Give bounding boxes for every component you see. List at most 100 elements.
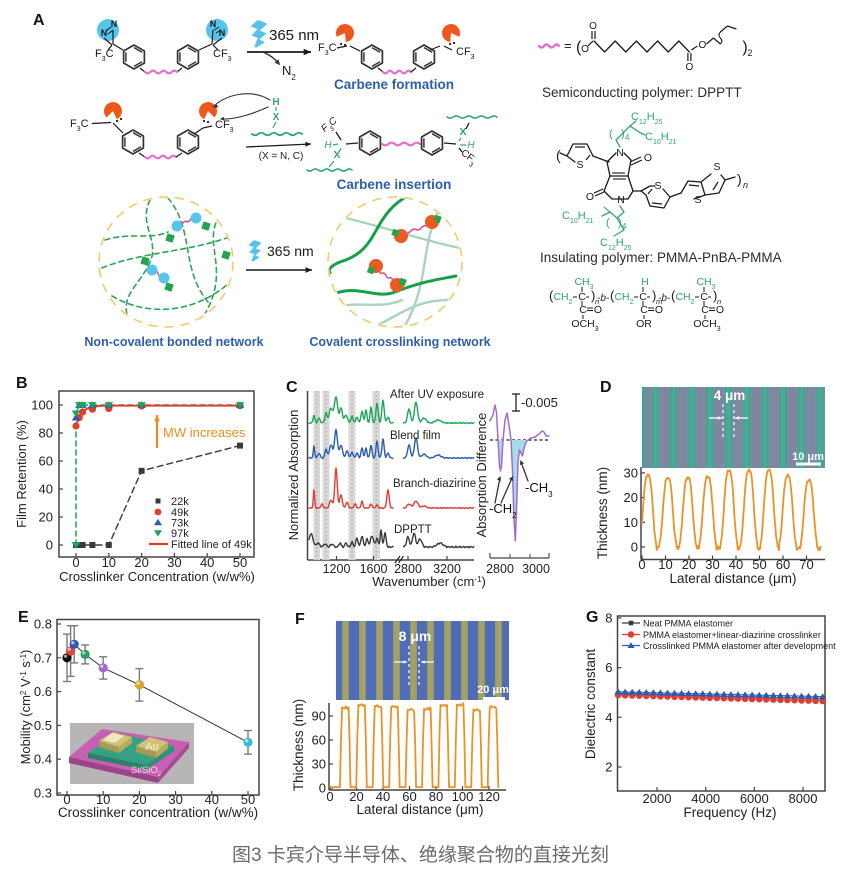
svg-text:Non-covalent bonded network: Non-covalent bonded network [84,335,263,349]
svg-text:C: C [701,304,709,316]
svg-text:10 μm: 10 μm [792,451,824,463]
svg-text:Lateral distance (μm): Lateral distance (μm) [356,802,483,817]
svg-text:30: 30 [624,465,638,480]
svg-text:CH2: CH2 [614,291,633,306]
svg-text:50: 50 [241,792,255,807]
svg-text:OCH3: OCH3 [693,318,720,333]
svg-text:Insulating polymer: PMMA-PnBA-: Insulating polymer: PMMA-PnBA-PMMA [540,250,782,265]
svg-text:O: O [655,304,663,316]
svg-text:N: N [219,28,226,38]
svg-text:PMMA elastomer+linear-diazirin: PMMA elastomer+linear-diazirine crosslin… [643,630,821,640]
svg-text:OR: OR [636,318,652,330]
svg-text:100: 100 [31,398,53,413]
svg-text:30: 30 [312,757,326,772]
svg-text:C12H25: C12H25 [631,111,663,126]
svg-text:Covalent crosslinking network: Covalent crosslinking network [309,335,490,349]
svg-text:Absorption Difference: Absorption Difference [474,413,489,538]
svg-text:O: O [699,40,707,51]
svg-text:8000: 8000 [789,791,818,806]
svg-text:Dielectric constant: Dielectric constant [583,649,598,760]
svg-text:E: E [18,609,29,626]
svg-text:图3 卡宾介导半导体、绝缘聚合物的直接光刻: 图3 卡宾介导半导体、绝缘聚合物的直接光刻 [232,844,609,866]
svg-text:0: 0 [63,792,70,807]
svg-text:70: 70 [799,557,813,572]
svg-text:C: C [640,304,648,316]
svg-text:10: 10 [102,555,116,570]
svg-text:X: X [273,112,280,123]
svg-text:C10H21: C10H21 [645,131,677,146]
svg-text:(: ( [556,147,561,163]
svg-text:49k: 49k [171,507,189,519]
svg-text:H: H [641,276,649,288]
svg-text:C: C [579,304,587,316]
svg-text:(: ( [671,288,676,303]
svg-text:Frequency (Hz): Frequency (Hz) [683,805,776,820]
svg-text:Wavenumber (cm-1): Wavenumber (cm-1) [372,574,486,589]
svg-text:O: O [586,191,594,203]
svg-text:0: 0 [326,789,333,804]
svg-text:O: O [686,62,694,73]
svg-text:20: 20 [134,555,148,570]
svg-text:0: 0 [319,781,326,796]
svg-text:60: 60 [776,557,790,572]
svg-text:N: N [101,28,108,38]
svg-text:0: 0 [46,538,53,553]
svg-text:30: 30 [168,792,182,807]
svg-text:n: n [743,180,748,190]
svg-text:3200: 3200 [433,562,461,576]
svg-text:): ) [591,288,595,303]
svg-text:(: ( [606,217,610,229]
svg-text:Blend film: Blend film [390,430,441,442]
svg-text:20: 20 [682,557,696,572]
svg-text:20 μm: 20 μm [477,684,509,696]
svg-text:Neat PMMA elastomer: Neat PMMA elastomer [643,619,733,629]
svg-text:F3C: F3C [70,118,89,133]
svg-text:N: N [616,147,624,159]
svg-text:6: 6 [605,660,612,675]
svg-text:80: 80 [429,789,443,804]
svg-text:Si/SiO2: Si/SiO2 [131,765,162,778]
svg-text:MW increases: MW increases [163,425,246,440]
svg-text:A: A [33,12,45,29]
svg-text:H: H [467,140,475,151]
svg-text:CF3: CF3 [215,119,234,134]
svg-text:F3C: F3C [319,115,341,137]
svg-text:2000: 2000 [643,791,672,806]
svg-text:(: ( [549,288,554,303]
svg-text:-b-: -b- [658,293,671,304]
svg-text:-CH3: -CH3 [525,480,553,499]
svg-text:CF3: CF3 [456,46,475,61]
svg-text:F3C: F3C [95,48,114,63]
svg-text:Crosslinker concentration (w/w: Crosslinker concentration (w/w%) [58,805,258,820]
svg-text:8 μm: 8 μm [399,628,432,644]
svg-text:4000: 4000 [691,791,720,806]
svg-text:97k: 97k [171,528,189,540]
svg-text:50: 50 [752,557,766,572]
svg-text:CF3: CF3 [213,48,232,63]
svg-text:50: 50 [233,555,247,570]
svg-text:30: 30 [705,557,719,572]
svg-text:Mobility (cm2 V-1 s-1): Mobility (cm2 V-1 s-1) [18,650,33,765]
svg-text:C: C [286,379,298,396]
svg-text:73k: 73k [171,518,189,530]
svg-text:C: C [700,291,708,303]
svg-text:60: 60 [39,454,53,469]
svg-text:4: 4 [625,133,630,142]
svg-text:(: ( [576,39,582,56]
svg-text:0.8: 0.8 [34,617,52,632]
svg-text:Film Retention (%): Film Retention (%) [14,420,29,528]
svg-text:O: O [581,44,589,55]
svg-text:S: S [694,194,701,206]
svg-text:Normalized Absorption: Normalized Absorption [286,410,301,541]
svg-text:D: D [600,379,612,396]
svg-text:40: 40 [200,555,214,570]
svg-text:4 μm: 4 μm [714,388,746,403]
svg-text:0.6: 0.6 [34,684,52,699]
svg-text:-b-: -b- [597,293,610,304]
svg-text:CH3: CH3 [696,276,715,291]
svg-text:-CH2: -CH2 [489,501,517,520]
svg-text:365 nm: 365 nm [269,27,319,44]
svg-text:Carbene formation: Carbene formation [334,77,454,92]
svg-text:120: 120 [478,789,500,804]
svg-text:2800: 2800 [486,562,514,576]
